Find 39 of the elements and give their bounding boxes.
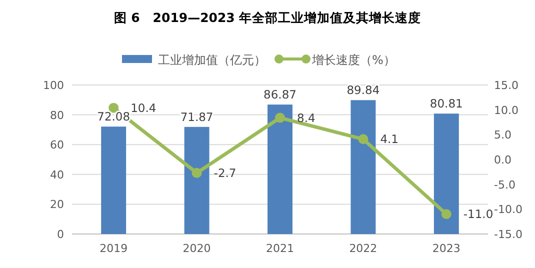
bar	[268, 104, 292, 234]
bar	[350, 100, 376, 234]
bar	[101, 126, 126, 234]
y-tick-label: 60	[50, 138, 64, 152]
data-label: 8.4	[297, 110, 316, 125]
x-tick-label: 2021	[266, 242, 294, 255]
y2-tick-label: -5.0	[494, 178, 516, 192]
y-tick-label: 100	[43, 79, 64, 92]
y-tick-label: 40	[50, 168, 64, 182]
y2-tick-label: 15.0	[494, 79, 518, 92]
y2-tick-label: 5.0	[494, 128, 512, 142]
point	[275, 112, 285, 123]
y-tick-label: 0	[57, 228, 64, 241]
data-label: 4.1	[380, 132, 398, 146]
bar	[184, 126, 210, 234]
x-tick-label: 2020	[182, 242, 211, 255]
y2-tick-label: 10.0	[494, 104, 518, 117]
point	[441, 209, 452, 220]
point	[358, 134, 368, 144]
chart-title: 图 6 2019—2023 年全部工业增加值及其增长速度	[114, 10, 422, 25]
bar	[434, 114, 459, 234]
data-label: 71.87	[180, 110, 214, 124]
data-label: 10.4	[130, 100, 156, 115]
data-label: 89.84	[346, 83, 380, 98]
y-tick-label: 80	[50, 108, 64, 122]
y-tick-label: 20	[50, 198, 64, 212]
legend-label: 工业增加值（亿元）	[158, 53, 266, 67]
x-tick-label: 2022	[349, 242, 378, 255]
x-tick-label: 2019	[100, 242, 128, 255]
data-label: -2.7	[214, 166, 236, 180]
y2-tick-label: -15.0	[494, 228, 522, 241]
y2-tick-label: 0.0	[494, 154, 512, 166]
point	[192, 168, 202, 178]
data-label: -11.0	[463, 207, 494, 222]
legend-label: 增长速度（%）	[311, 53, 396, 67]
y2-tick-label: -10.0	[494, 203, 522, 216]
x-tick-label: 2023	[432, 242, 460, 255]
data-label: 86.87	[264, 88, 296, 102]
data-label: 80.81	[430, 96, 463, 111]
